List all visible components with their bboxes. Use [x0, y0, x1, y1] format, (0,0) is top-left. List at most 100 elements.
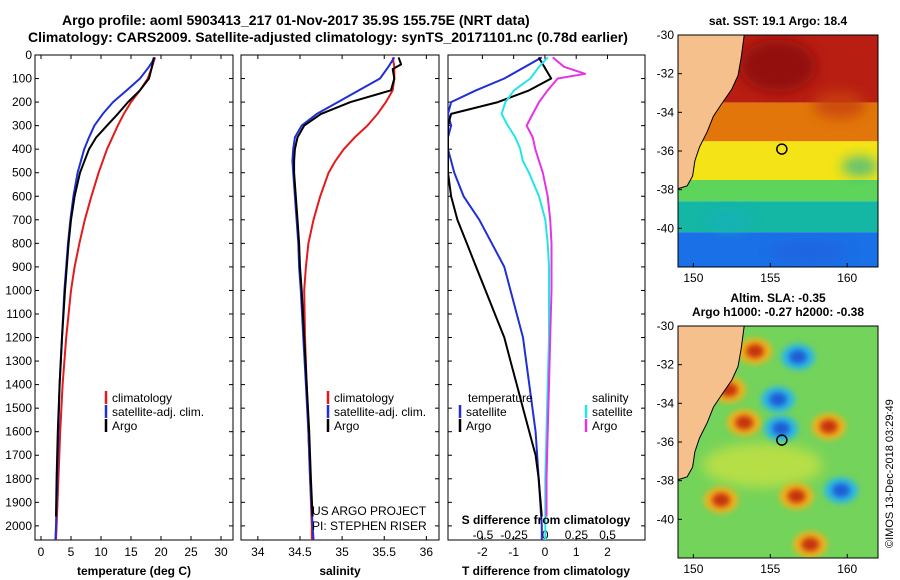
x-tick-label: 36 — [420, 545, 434, 559]
sst-map: 150 155 160 -30 -32 -34 -36 -38 -40 — [657, 28, 879, 285]
series-group — [448, 56, 587, 540]
credit-line-1: US ARGO PROJECT — [312, 504, 427, 518]
series-line-t-satellite — [448, 56, 543, 540]
sst-band — [678, 141, 878, 180]
series-line-s-argo — [525, 56, 587, 517]
y-tick-label: 400 — [12, 142, 32, 156]
float-position-marker — [776, 143, 788, 155]
legend-label-t-satellite: satellite — [466, 405, 507, 419]
x-tick-label: 34.5 — [288, 545, 312, 559]
x-tick-label: 160 — [837, 271, 857, 285]
x-tick-label: -2 — [477, 545, 488, 559]
s-tick-label: -0.25 — [500, 528, 528, 542]
sst-patch — [813, 90, 866, 119]
y-tick-label: 1300 — [5, 354, 32, 368]
y-tick-label: 1900 — [5, 495, 32, 509]
y-tick-label: 300 — [12, 119, 32, 133]
y-tick-label: -30 — [657, 319, 675, 333]
y-tick-label: -40 — [657, 512, 675, 526]
series-line-s-satellite — [500, 56, 550, 540]
legend-label-climatology: climatology — [112, 391, 172, 405]
y-tick-label: -40 — [657, 221, 675, 235]
series-line-climatology — [55, 57, 156, 540]
sla-high-core — [801, 537, 820, 552]
x-tick-label: 35.5 — [373, 545, 397, 559]
plot-frame — [240, 54, 440, 541]
x-tick-label: 35 — [335, 545, 349, 559]
sst-band — [678, 180, 878, 202]
y-tick-label: 1400 — [5, 378, 32, 392]
s-difference-axis-label: S difference from climatology — [462, 513, 631, 527]
imos-credit: ©IMOS 13-Dec-2018 03:29:49 — [884, 399, 896, 548]
x-tick-label: 0 — [542, 545, 549, 559]
series-line-t-argo — [448, 56, 553, 517]
x-tick-label: 25 — [184, 545, 198, 559]
x-tick-label: 20 — [154, 545, 168, 559]
y-tick-label: 0 — [25, 48, 32, 62]
x-tick-label: 150 — [683, 271, 703, 285]
y-tick-label: 700 — [12, 213, 32, 227]
sla-low-core — [789, 349, 807, 364]
y-tick-label: -38 — [657, 474, 675, 488]
y-tick-label: 800 — [12, 236, 32, 250]
plot-frame — [447, 54, 646, 541]
x-tick-label: 2 — [604, 545, 611, 559]
temperature-panel: 0100200300400500600700800900100011001200… — [5, 48, 234, 559]
series-line-satellite-adj-clim- — [291, 56, 396, 540]
map-field — [678, 35, 878, 267]
y-tick-label: -36 — [657, 144, 675, 158]
sst-warm-core — [740, 39, 816, 92]
s-tick-label: -0.5 — [473, 528, 494, 542]
legend-title-salinity: salinity — [592, 391, 629, 405]
legend-label-s-satellite: satellite — [592, 405, 633, 419]
sst-patch — [706, 210, 751, 231]
sla-map: 150 155 160 -30 -32 -34 -36 -38 -40 — [657, 319, 879, 576]
y-tick-label: 1600 — [5, 425, 32, 439]
y-tick-label: 2000 — [5, 519, 32, 533]
sla-map-title-line-1: Altim. SLA: -0.35 — [730, 291, 826, 305]
t-difference-axis-label: T difference from climatology — [462, 564, 630, 578]
y-tick-label: 1700 — [5, 448, 32, 462]
y-tick-label: 600 — [12, 189, 32, 203]
legend-label-t-argo: Argo — [466, 419, 492, 433]
y-tick-label: -30 — [657, 28, 675, 42]
difference-legend: temperature satellite Argo salinity sate… — [458, 391, 633, 433]
sst-patch — [768, 242, 849, 261]
series-line-climatology — [303, 57, 396, 540]
legend-label-s-argo: Argo — [592, 419, 618, 433]
figure-title-line-1: Argo profile: aoml 5903413_217 01-Nov-20… — [62, 12, 530, 28]
legend-label-satellite: satellite-adj. clim. — [334, 405, 426, 419]
y-tick-label: 500 — [12, 166, 32, 180]
temperature-legend: climatology satellite-adj. clim. Argo — [104, 391, 204, 433]
y-tick-label: 1500 — [5, 401, 32, 415]
x-tick-label: 34 — [251, 545, 265, 559]
sst-band — [678, 201, 878, 233]
x-tick-label: 1 — [573, 545, 580, 559]
series-group — [54, 56, 156, 540]
salinity-axis-label: salinity — [319, 564, 361, 578]
x-tick-label: 155 — [760, 562, 780, 576]
legend-label-argo: Argo — [112, 419, 138, 433]
salinity-panel: 34 34.5 35 35.5 36 — [240, 54, 440, 559]
sla-map-title-line-2: Argo h1000: -0.27 h2000: -0.38 — [692, 305, 864, 319]
x-tick-label: -1 — [508, 545, 519, 559]
land-australia — [678, 326, 745, 481]
x-tick-label: 30 — [214, 545, 228, 559]
sla-high-core — [787, 489, 806, 504]
x-tick-label: 160 — [837, 562, 857, 576]
legend-label-argo: Argo — [334, 419, 360, 433]
float-position-marker — [776, 434, 788, 446]
salinity-legend: climatology satellite-adj. clim. Argo — [326, 391, 426, 433]
y-tick-label: -34 — [657, 396, 675, 410]
x-tick-label: 0 — [38, 545, 45, 559]
y-tick-label: 900 — [12, 260, 32, 274]
x-tick-label: 15 — [124, 545, 138, 559]
map-field — [678, 326, 878, 558]
s-tick-label: 0.5 — [599, 528, 616, 542]
land-australia — [678, 35, 745, 190]
plot-frame — [34, 54, 234, 541]
sst-patch — [841, 156, 878, 177]
sla-low-core — [772, 421, 791, 436]
y-tick-label: 1800 — [5, 472, 32, 486]
